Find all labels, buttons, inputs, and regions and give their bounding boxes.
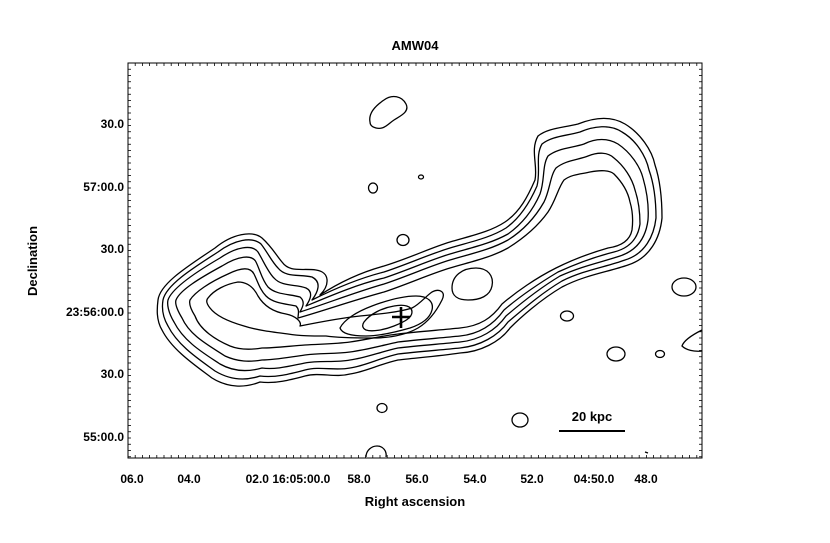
contour-blob <box>644 451 649 454</box>
x-tick-label: 48.0 <box>634 472 658 486</box>
frame-ticks <box>128 63 702 458</box>
x-tick-label: 04.0 <box>177 472 201 486</box>
contour-blob <box>376 402 388 414</box>
y-axis-label: Declination <box>25 226 40 296</box>
contour-blob <box>369 95 408 130</box>
contour-blob <box>681 329 703 352</box>
main-contour-set <box>156 117 663 387</box>
x-axis-label: Right ascension <box>365 494 465 509</box>
chart-title: AMW04 <box>392 38 440 53</box>
y-tick-label: 57:00.0 <box>83 180 124 194</box>
plot-frame <box>127 62 703 459</box>
contour-level-4 <box>175 152 641 362</box>
contour-blob <box>654 349 666 359</box>
source-marker <box>392 307 410 328</box>
isolated-contours <box>365 95 703 458</box>
contour-blob <box>511 412 529 428</box>
y-tick-label: 55:00.0 <box>83 430 124 444</box>
x-tick-label: 54.0 <box>463 472 487 486</box>
x-tick-label: 56.0 <box>405 472 429 486</box>
contour-level-7 <box>339 295 434 337</box>
contour-level-2 <box>161 126 657 380</box>
y-tick-label: 30.0 <box>101 117 125 131</box>
contour-blob <box>367 182 379 194</box>
contour-blob <box>671 277 697 297</box>
contour-level-6 <box>206 281 444 339</box>
contour-blob <box>396 233 410 247</box>
x-tick-label: 02.0 16:05:00.0 <box>246 472 331 486</box>
y-tick-label: 30.0 <box>101 242 125 256</box>
contour-blob <box>559 310 575 322</box>
x-tick-label: 04:50.0 <box>574 472 615 486</box>
x-tick-label: 52.0 <box>520 472 544 486</box>
x-tick-label: 06.0 <box>120 472 144 486</box>
contour-level-5 <box>189 170 634 350</box>
contour-peak <box>362 304 413 332</box>
contour-level-3 <box>167 138 649 372</box>
contour-island <box>451 267 494 301</box>
contour-blob <box>606 346 626 362</box>
scale-bar-label: 20 kpc <box>572 409 612 424</box>
x-tick-label: 58.0 <box>347 472 371 486</box>
contour-level-1 <box>156 117 663 387</box>
y-tick-label: 30.0 <box>101 367 125 381</box>
contour-blob <box>365 445 387 458</box>
y-tick-label: 23:56:00.0 <box>66 305 124 319</box>
contour-blob <box>417 174 425 180</box>
